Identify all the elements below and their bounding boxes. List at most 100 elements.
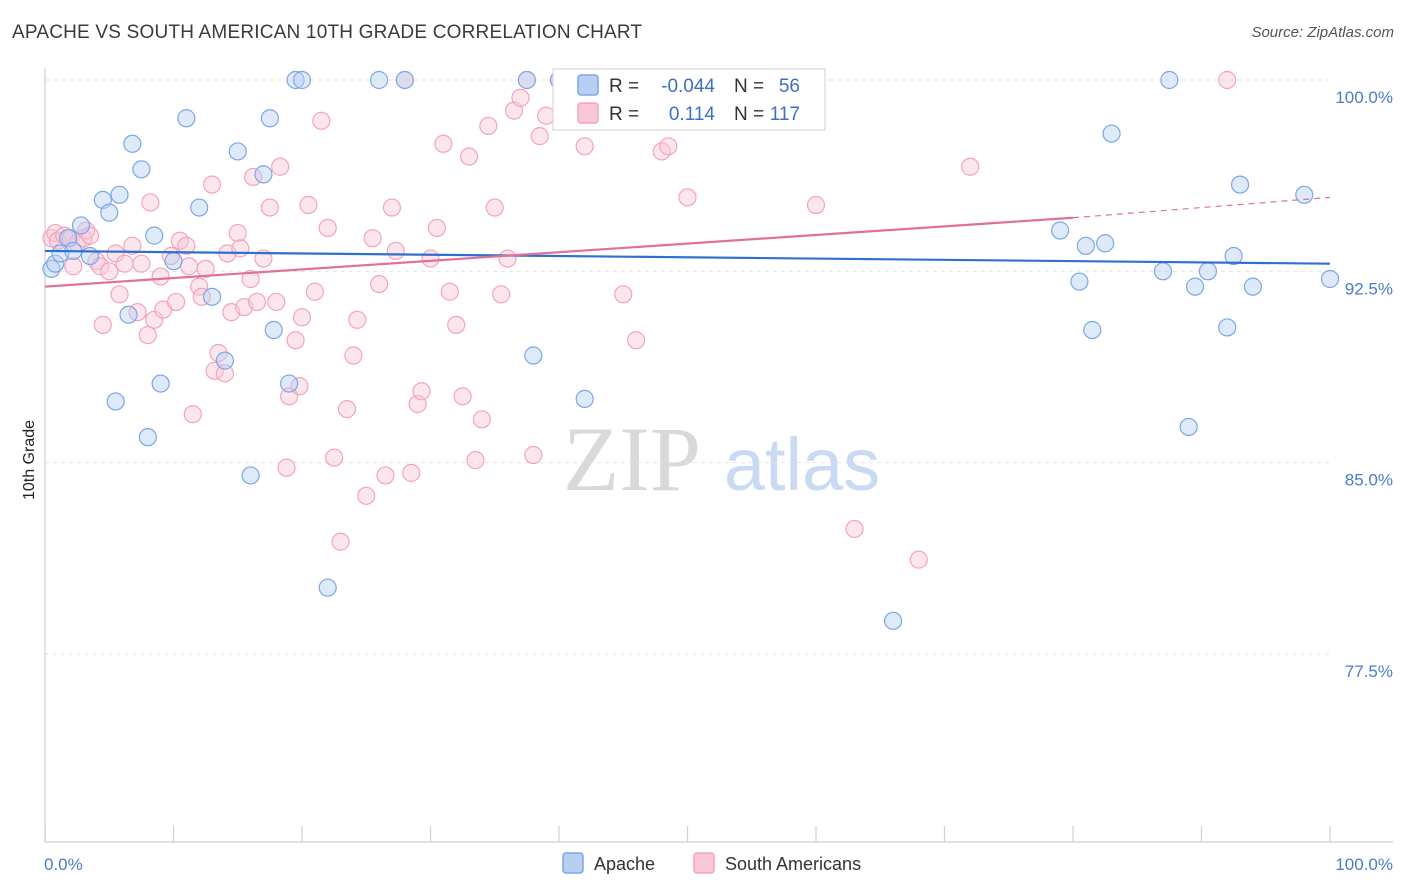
south-american-point bbox=[177, 236, 196, 255]
apache-point bbox=[1218, 318, 1237, 337]
south-american-point bbox=[459, 147, 479, 166]
south-american-point bbox=[434, 134, 453, 153]
apache-point bbox=[292, 70, 312, 90]
south-american-point bbox=[292, 308, 312, 327]
legend-n-value-south-americans: 117 bbox=[770, 104, 800, 125]
apache-point bbox=[123, 134, 142, 153]
apache-point bbox=[286, 70, 305, 90]
apache-point bbox=[264, 320, 283, 340]
south-americans-trend-extension bbox=[1072, 196, 1331, 219]
apache-point bbox=[164, 252, 183, 271]
apache-point bbox=[1096, 234, 1115, 253]
south-american-point bbox=[659, 137, 678, 156]
south-american-point bbox=[318, 218, 337, 238]
south-american-point bbox=[254, 249, 273, 268]
apache-point bbox=[106, 392, 125, 411]
south-american-point bbox=[145, 310, 164, 329]
apache-point bbox=[1230, 175, 1250, 194]
south-american-point bbox=[192, 287, 211, 306]
apache-point bbox=[254, 165, 273, 184]
south-american-point bbox=[466, 451, 485, 470]
apache-point bbox=[1198, 262, 1218, 281]
south-american-point bbox=[277, 458, 296, 477]
south-american-point bbox=[376, 466, 395, 485]
apache-point bbox=[241, 466, 260, 485]
south-american-point bbox=[845, 519, 864, 539]
south-american-point bbox=[312, 111, 331, 130]
apache-point bbox=[1320, 269, 1340, 289]
apache-point bbox=[1179, 417, 1198, 437]
apache-point bbox=[318, 578, 337, 597]
south-american-point bbox=[537, 106, 556, 125]
apache-point bbox=[1070, 272, 1089, 291]
south-american-point bbox=[427, 218, 447, 238]
apache-point bbox=[883, 611, 903, 630]
south-american-point bbox=[110, 285, 129, 304]
legend-r-label-apache: R = bbox=[609, 76, 639, 97]
legend-r-value-south-americans: 0.114 bbox=[669, 104, 716, 125]
chart-title: APACHE VS SOUTH AMERICAN 10TH GRADE CORR… bbox=[12, 22, 643, 43]
apache-point bbox=[1295, 185, 1314, 204]
apache-point bbox=[1051, 221, 1070, 240]
trend-lines bbox=[44, 196, 1331, 288]
watermark-zip: ZIP bbox=[563, 408, 701, 510]
south-american-point bbox=[370, 274, 389, 294]
apache-point bbox=[138, 428, 157, 447]
south-american-point bbox=[271, 157, 290, 176]
apache-point bbox=[1153, 262, 1173, 281]
south-american-point bbox=[412, 382, 431, 401]
apache-point bbox=[228, 142, 247, 161]
south-american-point bbox=[402, 463, 421, 482]
apache-point bbox=[71, 216, 91, 235]
apache-point bbox=[215, 351, 234, 370]
apache-point bbox=[524, 346, 543, 365]
y-tick-label: 85.0% bbox=[1345, 471, 1393, 490]
south-american-point bbox=[421, 249, 440, 268]
south-american-point bbox=[299, 195, 318, 215]
y-tick-label: 77.5% bbox=[1345, 662, 1393, 681]
south-american-point bbox=[530, 127, 549, 146]
apache-point bbox=[145, 226, 164, 245]
south-american-point bbox=[215, 364, 234, 383]
south-american-point bbox=[909, 550, 928, 569]
apache-point bbox=[46, 254, 65, 273]
south-americans-trend-line bbox=[44, 216, 1074, 288]
apache-point bbox=[1185, 277, 1205, 296]
x-tick-label-max: 100.0% bbox=[1335, 855, 1393, 874]
south-american-point bbox=[64, 257, 83, 276]
legend-r-label-south-americans: R = bbox=[609, 104, 639, 125]
apache-point bbox=[1102, 124, 1121, 143]
apache-point bbox=[80, 246, 100, 266]
source-label: Source: ZipAtlas.com bbox=[1251, 24, 1394, 41]
south-american-point bbox=[231, 239, 250, 258]
south-american-point bbox=[267, 292, 286, 312]
south-american-point bbox=[196, 259, 215, 278]
apache-point bbox=[1243, 277, 1263, 296]
apache-point bbox=[280, 374, 299, 393]
watermark-atlas: atlas bbox=[724, 423, 880, 506]
south-american-point bbox=[260, 198, 279, 217]
south-american-point bbox=[575, 137, 594, 156]
apache-point bbox=[517, 70, 536, 90]
bottom-legend: Apache South Americans bbox=[562, 852, 861, 874]
south-american-point bbox=[961, 157, 980, 176]
apache-point bbox=[1160, 70, 1179, 90]
south-american-point bbox=[331, 532, 350, 551]
south-american-point bbox=[247, 292, 267, 312]
south-american-point bbox=[325, 448, 344, 467]
south-american-point bbox=[363, 229, 382, 248]
legend-n-label-south-americans: N = bbox=[734, 104, 764, 125]
bottom-legend-south-americans: South Americans bbox=[725, 854, 861, 874]
apache-point bbox=[1076, 236, 1095, 255]
south-american-point bbox=[106, 244, 125, 263]
south-american-point bbox=[138, 326, 157, 345]
south-american-point bbox=[151, 267, 170, 286]
south-american-point bbox=[202, 175, 222, 194]
apache-point bbox=[100, 203, 119, 222]
axes bbox=[44, 68, 1393, 843]
south-american-point bbox=[337, 399, 357, 419]
south-american-point bbox=[1218, 70, 1237, 90]
legend-n-value-apache: 56 bbox=[779, 76, 800, 97]
south-american-point bbox=[348, 310, 367, 329]
